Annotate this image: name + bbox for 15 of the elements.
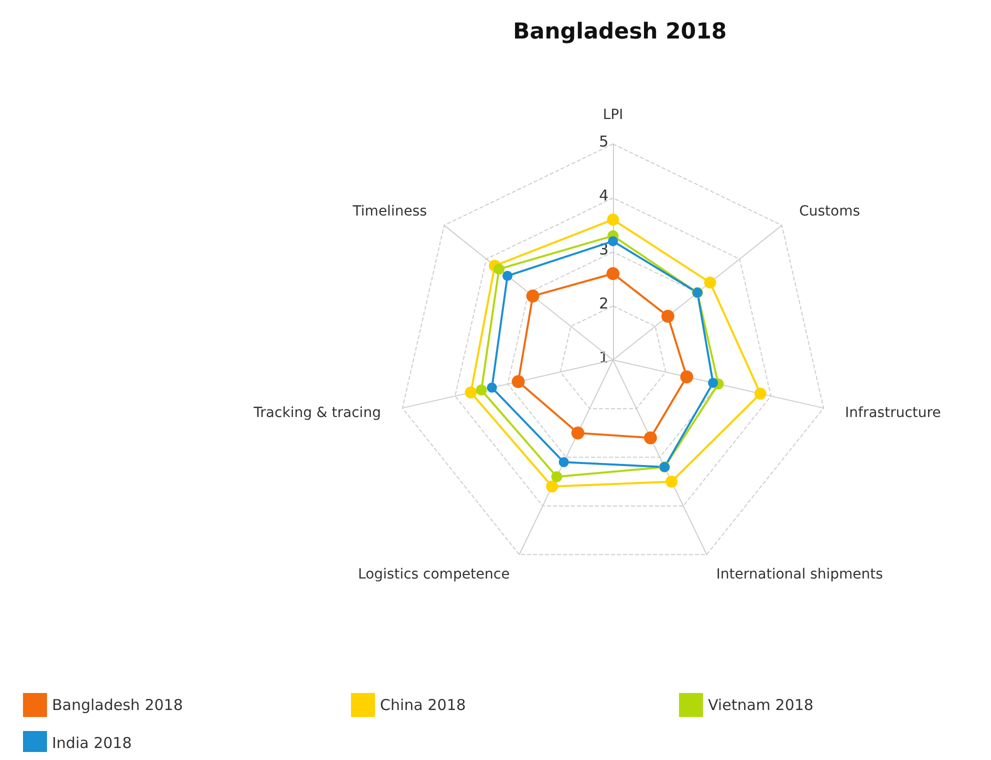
legend-label: China 2018 [380,696,466,714]
spoke-label: Logistics competence [358,566,510,582]
legend-label: Vietnam 2018 [708,696,814,714]
spoke-label: Tracking & tracing [252,404,381,421]
legend-label: India 2018 [52,734,132,752]
y-tick-label: 5 [599,132,609,150]
y-tick-label: 4 [599,186,609,204]
legend-label: Bangladesh 2018 [52,696,183,714]
spoke-label: LPI [602,107,624,123]
y-tick-label: 2 [599,294,609,312]
chart-title: Bangladesh 2018 [513,20,727,44]
spoke-label: International shipments [716,566,883,582]
spoke-label: Customs [799,204,860,220]
spoke-label: Infrastructure [845,404,941,421]
spoke-label: Timeliness [352,204,427,220]
